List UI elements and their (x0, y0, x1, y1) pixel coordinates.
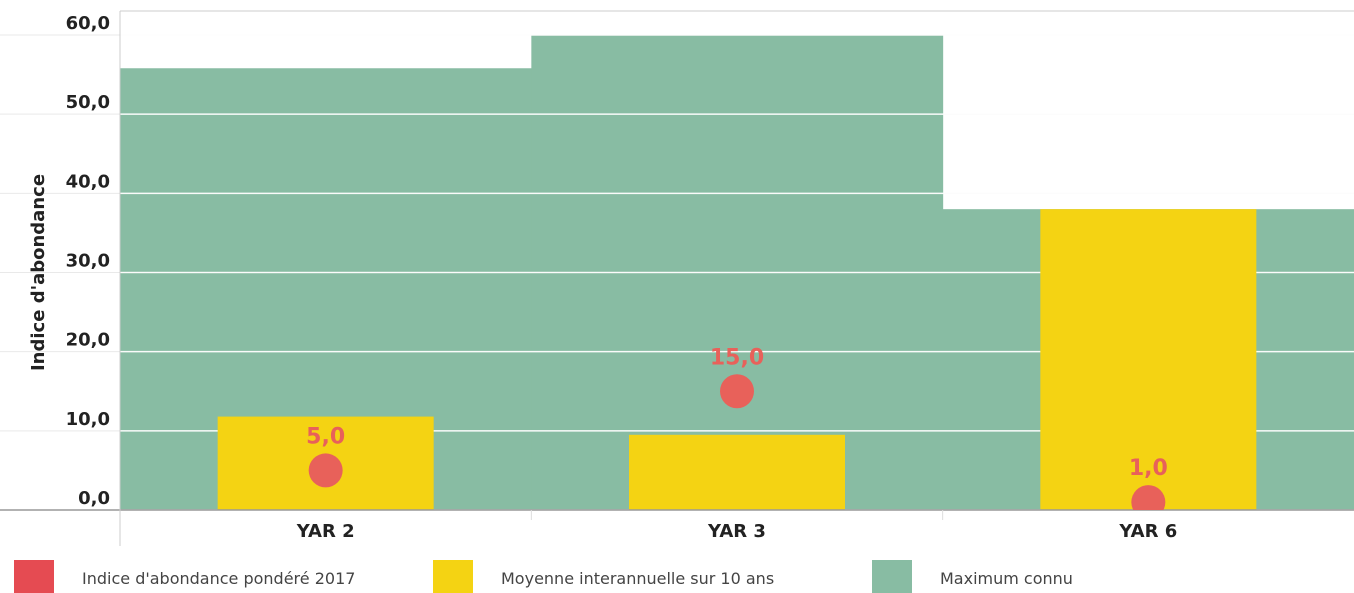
y-tick-label: 10,0 (66, 409, 110, 430)
indice-point (308, 453, 343, 488)
indice-point (1131, 485, 1166, 510)
indice-data-label: 5,0 (306, 424, 345, 449)
legend-label-moyenne: Moyenne interannuelle sur 10 ans (501, 568, 775, 588)
indice-data-label: 1,0 (1129, 456, 1168, 481)
legend: Indice d'abondance pondéré 2017 Moyenne … (0, 560, 1354, 593)
indice-data-label: 15,0 (710, 345, 764, 370)
y-tick-label: 50,0 (66, 92, 110, 113)
legend-label-maximum: Maximum connu (940, 568, 1073, 588)
mean-bar (629, 434, 845, 510)
legend-item-moyenne: Moyenne interannuelle sur 10 ans (433, 560, 774, 593)
mean-bar (1040, 209, 1257, 510)
legend-swatch-maximum (872, 560, 912, 593)
x-tick-label: YAR 2 (296, 521, 355, 542)
y-tick-label: 60,0 (66, 13, 110, 34)
x-tick-label: YAR 3 (707, 521, 766, 542)
legend-label-indice: Indice d'abondance pondéré 2017 (82, 568, 356, 588)
y-tick-label: 30,0 (66, 251, 110, 272)
y-axis-label: Indice d'abondance (28, 174, 49, 371)
abundance-chart: 0,0 10,0 20,0 30,0 40,0 50,0 60,0 YAR 2 YAR 3 YAR… (0, 10, 1354, 546)
legend-swatch-indice (14, 560, 54, 593)
y-tick-label: 0,0 (78, 488, 110, 509)
y-tick-label: 40,0 (66, 171, 110, 192)
x-tick-label: YAR 6 (1118, 521, 1177, 542)
legend-swatch-moyenne (433, 560, 473, 593)
y-tick-label: 20,0 (66, 330, 110, 351)
indice-point (720, 374, 754, 409)
legend-item-maximum: Maximum connu (872, 560, 1073, 593)
legend-item-indice: Indice d'abondance pondéré 2017 (14, 560, 355, 593)
